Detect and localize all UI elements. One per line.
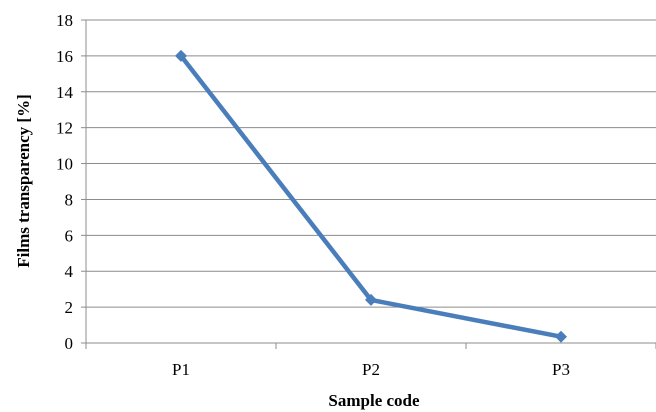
data-point-P3 — [555, 330, 567, 343]
gridlines — [86, 19, 656, 308]
data-point-P2 — [365, 293, 377, 306]
y-tick-label-14: 14 — [56, 83, 74, 102]
x-tick-label-P1: P1 — [172, 360, 190, 379]
data-point-P1 — [175, 49, 187, 62]
x-tick-label-P3: P3 — [552, 360, 570, 379]
y-tick-label-0: 0 — [65, 334, 74, 353]
y-tick-label-2: 2 — [65, 298, 74, 317]
y-tick-labels: 0 2 4 6 8 10 12 14 16 18 — [56, 11, 74, 353]
y-tick-label-18: 18 — [56, 11, 73, 30]
axes — [81, 19, 656, 349]
x-axis-title: Sample code — [328, 391, 420, 410]
x-tick-label-P2: P2 — [362, 360, 380, 379]
y-tick-label-6: 6 — [65, 226, 74, 245]
y-tick-label-12: 12 — [56, 119, 73, 138]
y-axis-title: Films transparency [%] — [14, 94, 33, 267]
y-tick-label-10: 10 — [56, 155, 73, 174]
y-tick-label-4: 4 — [65, 262, 74, 281]
y-tick-label-8: 8 — [65, 190, 74, 209]
series — [175, 49, 567, 343]
y-tick-label-16: 16 — [56, 47, 73, 66]
x-tick-labels: P1 P2 P3 — [172, 360, 570, 379]
